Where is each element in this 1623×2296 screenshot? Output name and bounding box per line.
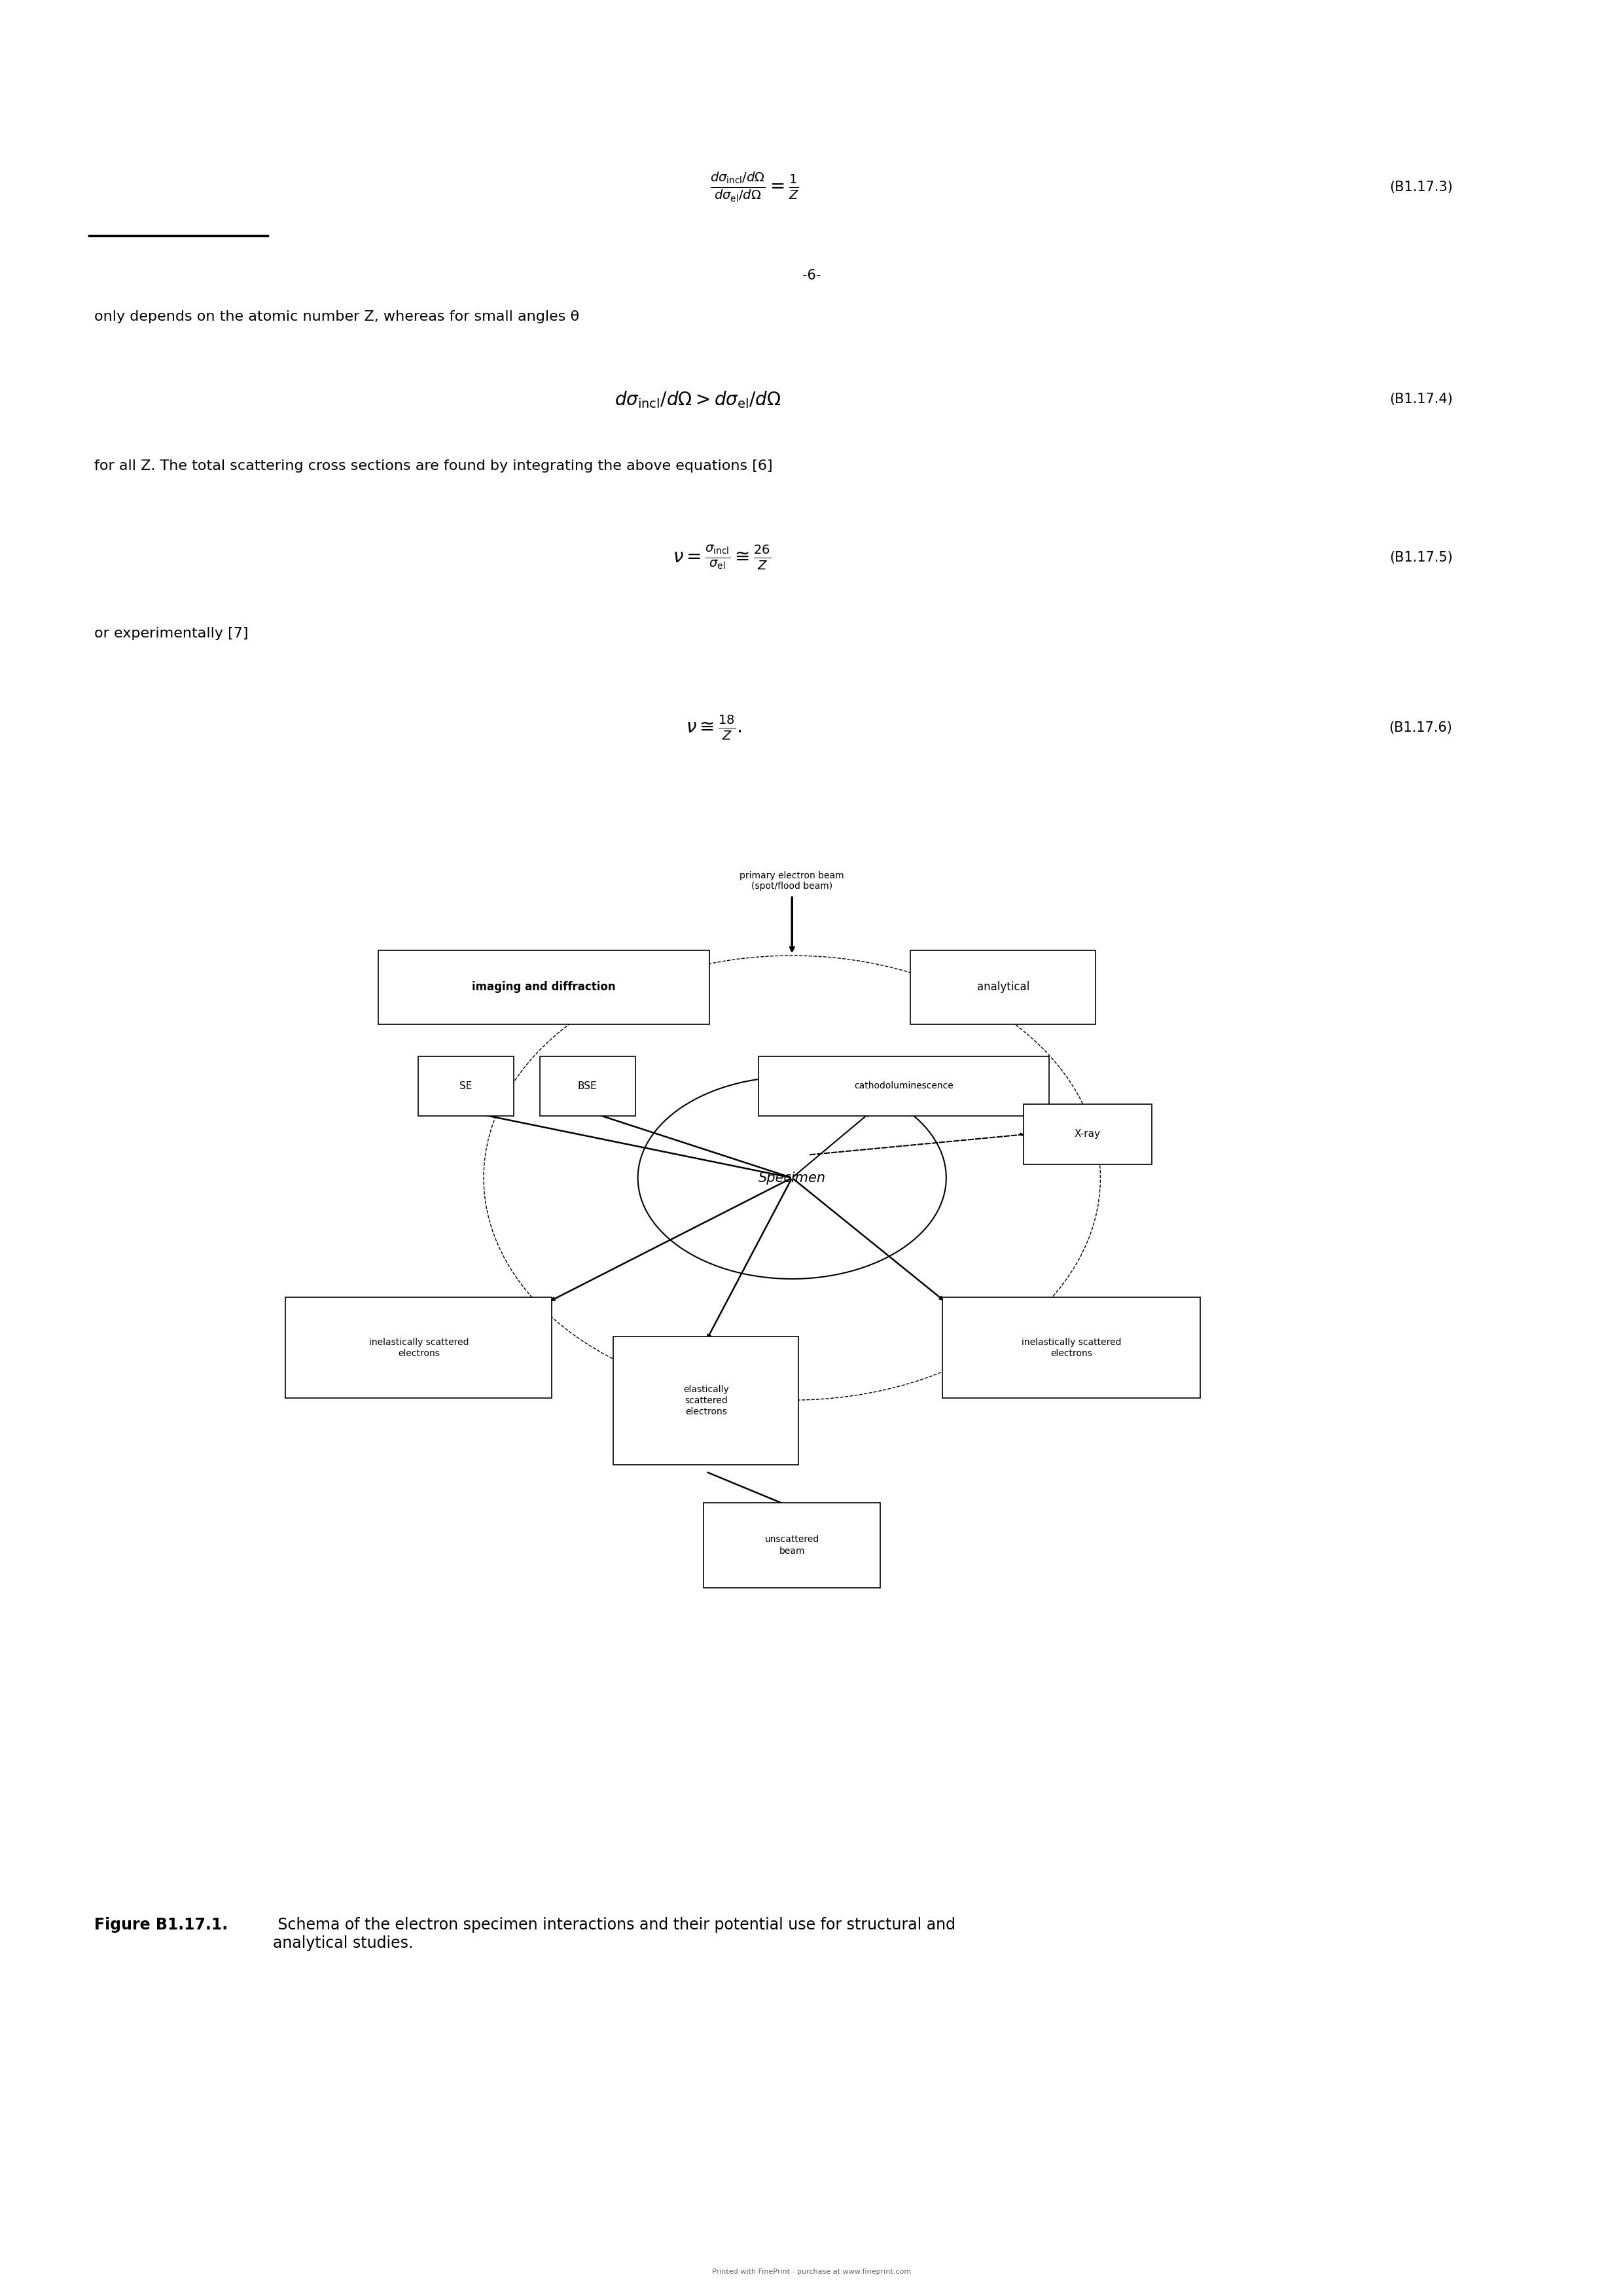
Ellipse shape (638, 1077, 946, 1279)
FancyBboxPatch shape (286, 1297, 552, 1398)
Text: only depends on the atomic number Z, whereas for small angles θ: only depends on the atomic number Z, whe… (94, 310, 579, 324)
Text: inelastically scattered
electrons: inelastically scattered electrons (368, 1339, 469, 1357)
Text: primary electron beam
(spot/flood beam): primary electron beam (spot/flood beam) (740, 870, 844, 891)
FancyBboxPatch shape (613, 1336, 799, 1465)
Text: analytical: analytical (977, 980, 1029, 994)
Text: -6-: -6- (802, 269, 821, 282)
Text: (B1.17.3): (B1.17.3) (1389, 181, 1453, 193)
Text: elastically
scattered
electrons: elastically scattered electrons (683, 1384, 729, 1417)
Text: inelastically scattered
electrons: inelastically scattered electrons (1021, 1339, 1121, 1357)
FancyBboxPatch shape (911, 951, 1096, 1024)
Text: SE: SE (459, 1081, 472, 1091)
Text: imaging and diffraction: imaging and diffraction (472, 980, 615, 994)
Text: X-ray: X-ray (1074, 1130, 1100, 1139)
FancyBboxPatch shape (378, 951, 709, 1024)
Text: for all Z. The total scattering cross sections are found by integrating the abov: for all Z. The total scattering cross se… (94, 459, 773, 473)
Text: Specimen: Specimen (758, 1171, 826, 1185)
Text: $\nu \cong \frac{18}{Z}.$: $\nu \cong \frac{18}{Z}.$ (687, 714, 742, 742)
Text: (B1.17.6): (B1.17.6) (1389, 721, 1453, 735)
Text: or experimentally [7]: or experimentally [7] (94, 627, 248, 641)
FancyBboxPatch shape (417, 1056, 513, 1116)
Text: (B1.17.5): (B1.17.5) (1389, 551, 1453, 565)
Text: unscattered
beam: unscattered beam (764, 1536, 820, 1554)
Text: Printed with FinePrint - purchase at www.fineprint.com: Printed with FinePrint - purchase at www… (712, 2268, 911, 2275)
FancyBboxPatch shape (539, 1056, 635, 1116)
FancyBboxPatch shape (760, 1056, 1050, 1116)
Text: $d\sigma_{\mathrm{incl}}/d\Omega > d\sigma_{\mathrm{el}}/d\Omega$: $d\sigma_{\mathrm{incl}}/d\Omega > d\sig… (615, 390, 781, 409)
Text: $\nu = \frac{\sigma_{\mathrm{incl}}}{\sigma_{\mathrm{el}}} \cong \frac{26}{Z}$: $\nu = \frac{\sigma_{\mathrm{incl}}}{\si… (674, 544, 771, 572)
Text: cathodoluminescence: cathodoluminescence (854, 1081, 954, 1091)
FancyBboxPatch shape (704, 1502, 880, 1589)
FancyBboxPatch shape (941, 1297, 1201, 1398)
Text: Schema of the electron specimen interactions and their potential use for structu: Schema of the electron specimen interact… (273, 1917, 956, 1952)
FancyBboxPatch shape (1024, 1104, 1152, 1164)
Text: Figure B1.17.1.: Figure B1.17.1. (94, 1917, 227, 1933)
Text: $\frac{d\sigma_{\mathrm{incl}}/d\Omega}{d\sigma_{\mathrm{el}}/d\Omega} = \frac{1: $\frac{d\sigma_{\mathrm{incl}}/d\Omega}{… (711, 170, 799, 204)
Text: BSE: BSE (578, 1081, 597, 1091)
Text: (B1.17.4): (B1.17.4) (1389, 393, 1453, 406)
